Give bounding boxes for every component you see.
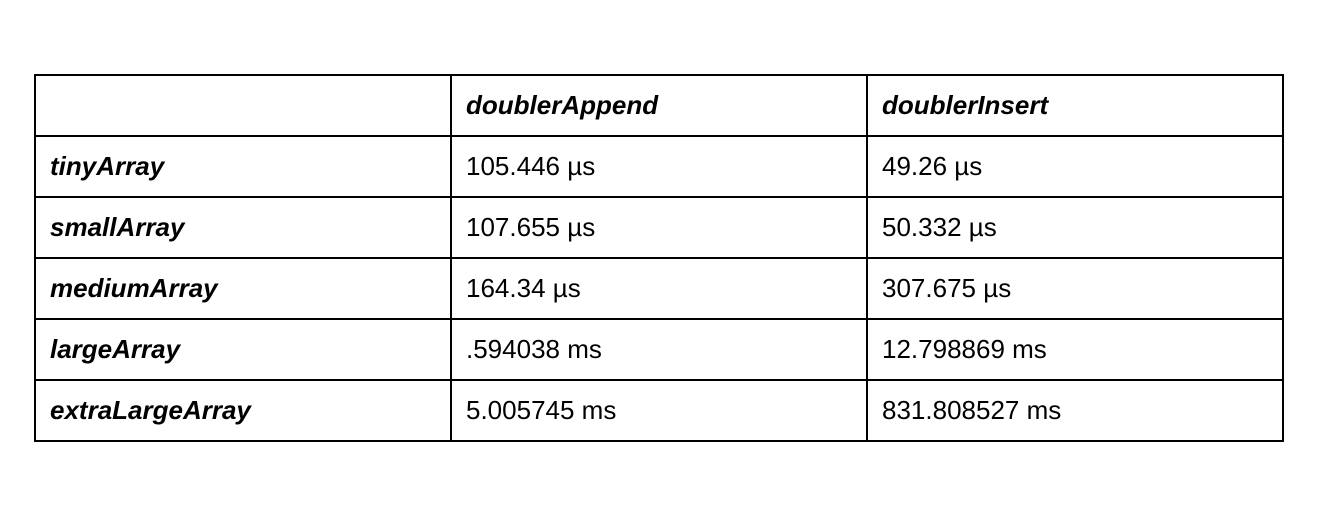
header-doubler-append: doublerAppend (450, 74, 868, 137)
row-label: largeArray (34, 318, 452, 381)
table-row: smallArray 107.655 µs 50.332 µs (34, 196, 1284, 259)
benchmark-table-container: doublerAppend doublerInsert tinyArray 10… (34, 74, 1284, 442)
append-time-cell: 105.446 µs (450, 135, 868, 198)
table-row: extraLargeArray 5.005745 ms 831.808527 m… (34, 379, 1284, 442)
row-label: smallArray (34, 196, 452, 259)
table-row: largeArray .594038 ms 12.798869 ms (34, 318, 1284, 381)
row-label: tinyArray (34, 135, 452, 198)
row-label: mediumArray (34, 257, 452, 320)
insert-time-cell: 307.675 µs (866, 257, 1284, 320)
insert-time-cell: 50.332 µs (866, 196, 1284, 259)
table-row: mediumArray 164.34 µs 307.675 µs (34, 257, 1284, 320)
header-doubler-insert: doublerInsert (866, 74, 1284, 137)
insert-time-cell: 49.26 µs (866, 135, 1284, 198)
insert-time-cell: 12.798869 ms (866, 318, 1284, 381)
append-time-cell: .594038 ms (450, 318, 868, 381)
insert-time-cell: 831.808527 ms (866, 379, 1284, 442)
table-header-row: doublerAppend doublerInsert (34, 74, 1284, 137)
append-time-cell: 5.005745 ms (450, 379, 868, 442)
append-time-cell: 107.655 µs (450, 196, 868, 259)
table-row: tinyArray 105.446 µs 49.26 µs (34, 135, 1284, 198)
row-label: extraLargeArray (34, 379, 452, 442)
header-corner-cell (34, 74, 452, 137)
append-time-cell: 164.34 µs (450, 257, 868, 320)
benchmark-table: doublerAppend doublerInsert tinyArray 10… (34, 74, 1284, 442)
